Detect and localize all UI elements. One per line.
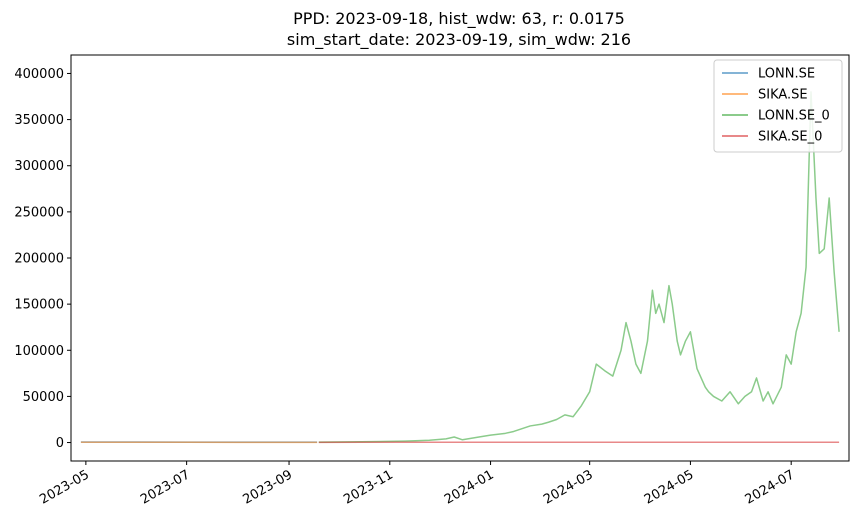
- series-line-lonn-se-0: [318, 91, 840, 443]
- x-tick-label: 2023-05: [37, 467, 92, 507]
- x-tick-label: 2024-05: [642, 467, 697, 507]
- y-tick-label: 200000: [14, 252, 64, 267]
- y-tick-label: 300000: [14, 159, 64, 174]
- legend-label: LONN.SE: [758, 67, 815, 82]
- y-tick-label: 350000: [14, 113, 64, 128]
- legend-label: SIKA.SE_0: [758, 130, 822, 145]
- legend: LONN.SE SIKA.SE LONN.SE_0 SIKA.SE_0: [713, 59, 843, 153]
- x-tick-label: 2024-01: [442, 467, 497, 507]
- y-tick-label: 100000: [14, 344, 64, 359]
- y-tick-label: 250000: [14, 205, 64, 220]
- y-tick-label: 400000: [14, 67, 64, 82]
- x-tick-label: 2024-03: [541, 467, 596, 507]
- y-tick-label: 0: [56, 436, 64, 451]
- chart-title-line-1: PPD: 2023-09-18, hist_wdw: 63, r: 0.0175: [293, 9, 625, 29]
- chart-title-line-2: sim_start_date: 2023-09-19, sim_wdw: 216: [287, 30, 631, 50]
- legend-box: [713, 59, 843, 153]
- y-tick-label: 150000: [14, 298, 64, 313]
- legend-label: SIKA.SE: [758, 88, 808, 103]
- x-tick-label: 2023-11: [341, 467, 396, 507]
- legend-label: LONN.SE_0: [758, 109, 830, 124]
- y-tick-label: 50000: [23, 390, 64, 405]
- x-tick-label: 2024-07: [743, 467, 798, 507]
- x-tick-label: 2023-09: [240, 467, 295, 507]
- x-tick-label: 2023-07: [138, 467, 193, 507]
- plot-area: 0 50000 100000 150000 200000 250000 300000 3500…: [14, 54, 850, 508]
